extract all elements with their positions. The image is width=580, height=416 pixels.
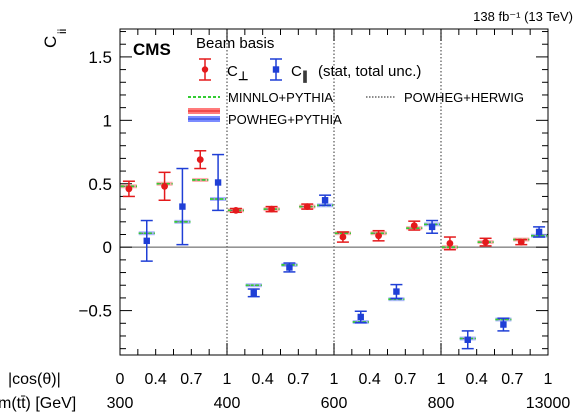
c-perp-point-marker [268, 205, 275, 213]
legend-powheg-pythia-band [188, 108, 220, 122]
c-perp-point-marker [375, 232, 382, 240]
c-perp-point [229, 206, 242, 214]
x-row1-tick-label: 0.4 [359, 371, 381, 388]
y-axis-title-main: C [41, 36, 60, 48]
c-perp-point [122, 180, 135, 198]
c-par-point-marker [428, 223, 436, 231]
c-perp-point-marker [482, 238, 489, 246]
y-axis-title: C ii [41, 29, 69, 48]
c-perp-point [443, 236, 456, 251]
x-row1-tick-label: 0.4 [145, 371, 167, 388]
c-perp-point [158, 171, 171, 201]
c-perp-point-marker [161, 182, 168, 190]
x-row2-tick-label: 400 [214, 395, 241, 412]
c-par-point [319, 194, 332, 207]
model-prediction-bin [245, 283, 262, 288]
experiment-label: CMS [133, 40, 171, 59]
c-par-point [212, 153, 225, 212]
x-row2-title: m(tt̄) [GeV] [0, 395, 76, 412]
c-par-point-marker [535, 228, 543, 236]
legend-perp-marker [199, 58, 211, 81]
powheg-pythia-band-mark [245, 283, 262, 288]
c-perp-point [336, 231, 349, 243]
legend-perp-sub: ⊥ [238, 69, 248, 83]
c-perp-point [372, 229, 385, 242]
legend-title: Beam basis [196, 35, 274, 52]
x-row2-tick-label: 300 [107, 395, 134, 412]
x-row1-title: |cos(θ)| [8, 371, 61, 388]
legend-par-label: C [291, 63, 302, 80]
c-par-point-marker [250, 289, 257, 297]
c-perp-point-marker [517, 238, 525, 246]
legend-herwig-label: POWHEG+HERWIG [404, 90, 524, 105]
x-row2-tick-label: 800 [428, 395, 455, 412]
y-tick-label: 0 [103, 238, 112, 257]
x-row1-tick-label: 0 [116, 371, 125, 388]
c-perp-point-marker [125, 185, 133, 193]
c-par-point [461, 330, 474, 350]
c-perp-point-marker [232, 206, 240, 214]
c-par-point-marker [393, 288, 400, 295]
c-perp-point [515, 238, 528, 246]
c-par-point [140, 219, 153, 262]
c-par-point-marker [357, 313, 364, 321]
x-row1-tick-label: 0.7 [394, 371, 416, 388]
c-perp-point-marker [446, 239, 454, 247]
lumi-label: 138 fb⁻¹ (13 TeV) [473, 9, 573, 24]
legend-unc-label: (stat, total unc.) [318, 63, 421, 80]
c-par-point [176, 167, 189, 246]
c-perp-point [408, 220, 421, 231]
c-par-point-marker [214, 179, 222, 186]
x-row1-tick-label: 0.7 [501, 371, 523, 388]
c-par-point [354, 310, 367, 324]
c-par-point [283, 262, 296, 273]
c-par-point [497, 317, 510, 332]
c-par-point-marker [143, 237, 150, 245]
c-par-point-marker [286, 264, 293, 271]
x-row1-tick-label: 0.4 [466, 371, 488, 388]
c-par-point-marker [321, 197, 329, 204]
x-row2-tick-label: 13000 [526, 395, 571, 412]
c-par-point [533, 226, 546, 238]
c-perp-point [194, 150, 207, 170]
c-par-point-marker [179, 203, 186, 210]
x-row1-tick-label: 1 [437, 371, 446, 388]
legend-minnlo-label: MINNLO+PYTHIA [228, 90, 333, 105]
x-row1-tick-label: 0.4 [252, 371, 274, 388]
c-par-point-marker [500, 321, 507, 328]
x-row1-tick-label: 1 [330, 371, 339, 388]
c-par-point [247, 288, 260, 298]
y-axis-title-sub: ii [55, 29, 69, 34]
c-perp-point-marker [339, 233, 347, 241]
model-prediction-bin [192, 177, 209, 182]
y-tick-label: 0.5 [88, 175, 112, 194]
c-perp-point [479, 237, 492, 247]
c-perp-point-marker [303, 203, 311, 210]
c-par-point [426, 219, 439, 234]
x-row1-tick-label: 1 [544, 371, 553, 388]
legend: CMS Beam basis C ⊥ C ∥ (stat, total unc.… [133, 35, 524, 127]
c-perp-point [265, 205, 278, 213]
y-tick-label: 1 [103, 111, 112, 130]
c-perp-point-marker [196, 156, 204, 164]
powheg-pythia-band-mark [192, 177, 209, 182]
x-row2-tick-label: 600 [321, 395, 348, 412]
x-row1-tick-label: 1 [223, 371, 232, 388]
c-par-point-marker [464, 336, 471, 343]
y-tick-label: 1.5 [88, 48, 112, 67]
legend-par-marker [270, 58, 282, 81]
c-perp-point [301, 203, 314, 210]
plot-area: −0.5 0 0.5 1 1.5 0 0.4 0.7 1 0.4 0.7 1 0.4 0.7 1 0.4 0.7… [78, 28, 571, 412]
legend-perp-label: C [227, 63, 238, 80]
c-par-point [390, 283, 403, 300]
legend-par-sub: ∥ [302, 69, 308, 83]
legend-powheg-pythia-label: POWHEG+PYTHIA [228, 112, 342, 127]
y-tick-label: −0.5 [78, 302, 112, 321]
x-row1-tick-label: 0.7 [180, 371, 202, 388]
c-perp-point-marker [410, 222, 418, 230]
x-row1-tick-label: 0.7 [287, 371, 309, 388]
